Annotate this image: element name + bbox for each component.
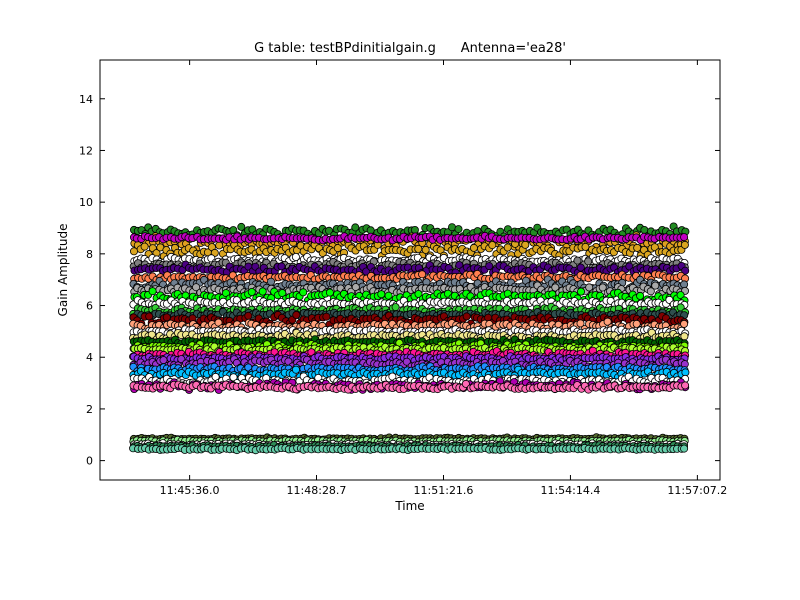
data-point [650, 243, 659, 252]
data-point [454, 225, 463, 234]
data-point [291, 252, 300, 261]
data-point [488, 241, 497, 250]
data-point [162, 313, 171, 322]
data-point [633, 243, 642, 252]
data-point [577, 287, 586, 296]
data-point [244, 311, 253, 320]
data-points [129, 222, 690, 455]
data-point [462, 312, 471, 321]
chart-title: G table: testBPdinitialgain.g Antenna='e… [254, 41, 566, 56]
data-point [215, 241, 224, 250]
data-point [584, 257, 593, 266]
data-point [266, 277, 275, 286]
data-point [636, 291, 645, 300]
data-point [651, 281, 660, 290]
data-point [351, 223, 360, 232]
data-point [681, 381, 690, 390]
data-point [247, 287, 256, 296]
data-point [581, 242, 590, 251]
data-point [503, 243, 512, 252]
data-point [680, 240, 689, 249]
data-point [414, 244, 423, 253]
data-point [521, 240, 530, 249]
data-point [322, 312, 331, 321]
data-point [680, 332, 689, 341]
data-point [237, 222, 246, 231]
data-point [573, 256, 582, 265]
data-point [469, 243, 478, 252]
data-point [421, 245, 430, 254]
data-point [148, 287, 157, 296]
data-point [291, 365, 300, 374]
data-point [140, 242, 149, 251]
data-point [680, 319, 689, 328]
data-point [391, 303, 400, 312]
data-point [299, 288, 308, 297]
data-point [325, 226, 334, 235]
data-point [447, 223, 456, 232]
data-point [680, 233, 689, 242]
data-point [333, 244, 342, 253]
series-4 [129, 231, 689, 245]
data-point [680, 280, 689, 289]
data-point [258, 287, 267, 296]
data-point [292, 310, 301, 319]
